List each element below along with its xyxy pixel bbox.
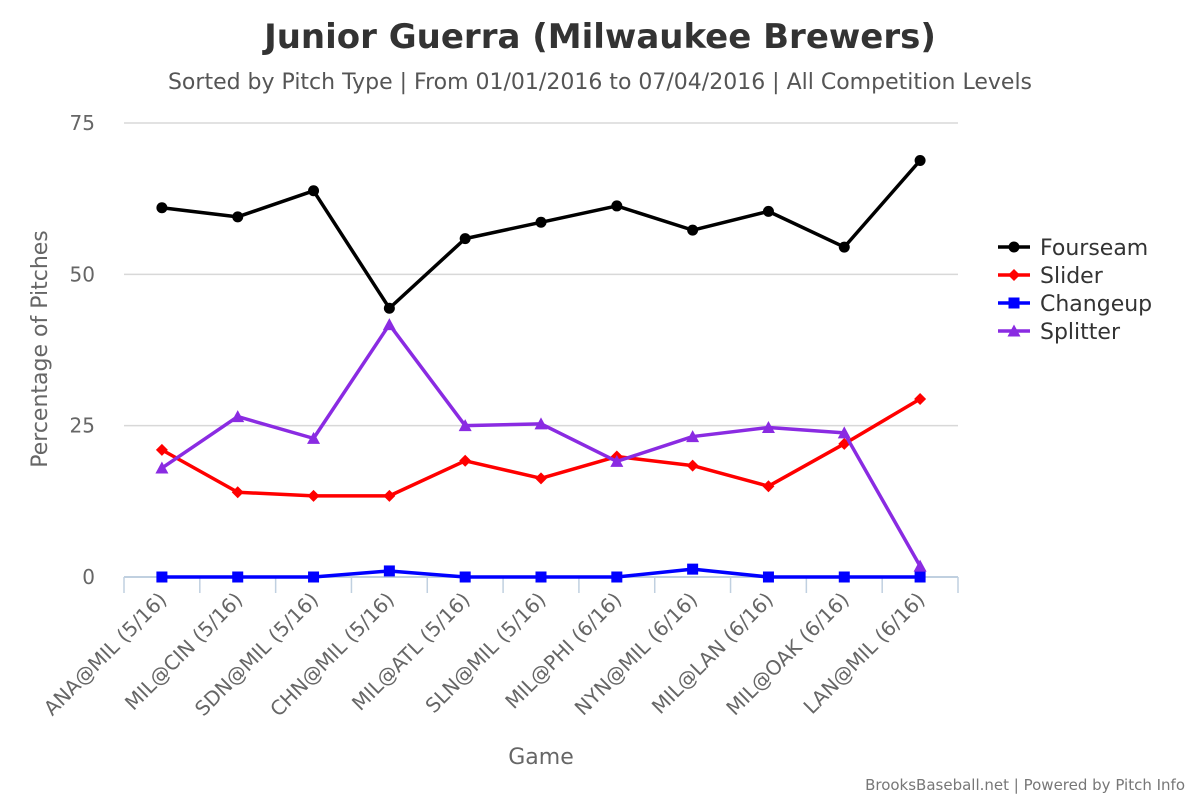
data-point-fourseam [611, 200, 623, 212]
data-point-changeup [838, 571, 850, 583]
y-axis-label: Percentage of Pitches [28, 230, 53, 468]
data-point-changeup [232, 571, 244, 583]
data-point-splitter [761, 420, 775, 433]
data-point-splitter [307, 431, 321, 444]
data-point-slider [155, 443, 168, 456]
legend-item-slider[interactable]: Slider [998, 264, 1104, 289]
data-point-fourseam [914, 155, 926, 167]
y-tick-label: 50 [70, 262, 95, 286]
data-point-splitter [913, 559, 927, 572]
x-axis-ticks: ANA@MIL (5/16)MIL@CIN (5/16)SDN@MIL (5/1… [39, 577, 959, 721]
data-point-fourseam [762, 205, 774, 217]
legend-label: Slider [1040, 264, 1104, 289]
legend-swatch-marker [1007, 324, 1021, 337]
data-point-slider [231, 486, 244, 499]
y-tick-label: 25 [70, 414, 95, 438]
series-changeup [156, 563, 926, 583]
plot-series [155, 155, 927, 583]
data-point-slider [459, 454, 472, 467]
data-point-fourseam [838, 241, 850, 253]
data-point-fourseam [156, 202, 168, 214]
y-tick-label: 75 [70, 111, 95, 135]
series-splitter [155, 318, 927, 572]
data-point-fourseam [383, 302, 395, 314]
data-point-slider [762, 480, 775, 493]
credits: BrooksBaseball.net | Powered by Pitch In… [865, 776, 1185, 794]
legend-swatch-marker [1008, 241, 1020, 253]
legend-item-changeup[interactable]: Changeup [998, 292, 1152, 317]
data-point-slider [383, 489, 396, 502]
data-point-slider [914, 393, 927, 406]
chart-subtitle: Sorted by Pitch Type | From 01/01/2016 t… [168, 70, 1032, 95]
x-axis-label: Game [508, 745, 574, 770]
data-point-splitter [155, 461, 169, 474]
data-point-splitter [231, 410, 245, 423]
legend-label: Fourseam [1040, 236, 1148, 261]
y-tick-label: 0 [82, 565, 95, 589]
legend-label: Splitter [1040, 320, 1121, 345]
data-point-splitter [837, 426, 851, 439]
legend: Fourseam Slider Changeup Splitter [998, 236, 1152, 345]
legend-swatch-marker [1008, 297, 1020, 309]
series-line-fourseam [161, 159, 922, 310]
legend-item-fourseam[interactable]: Fourseam [998, 236, 1148, 261]
x-tick-label: ANA@MIL (5/16) [39, 588, 172, 721]
data-point-fourseam [535, 216, 547, 228]
y-axis-ticks: 0 25 50 75 [70, 111, 95, 589]
data-point-fourseam [459, 233, 471, 245]
data-point-changeup [535, 571, 547, 583]
data-point-fourseam [687, 224, 699, 236]
data-point-splitter [686, 430, 700, 443]
legend-label: Changeup [1040, 292, 1152, 317]
legend-item-splitter[interactable]: Splitter [998, 320, 1121, 345]
data-point-slider [686, 459, 699, 472]
gridlines [124, 122, 958, 427]
data-point-changeup [762, 571, 774, 583]
data-point-changeup [156, 571, 168, 583]
chart-title: Junior Guerra (Milwaukee Brewers) [262, 17, 936, 57]
data-point-splitter [534, 417, 548, 430]
data-point-slider [535, 472, 547, 485]
data-point-changeup [611, 571, 623, 583]
series-slider [155, 393, 927, 502]
series-fourseam [156, 155, 926, 314]
data-point-changeup [687, 563, 699, 575]
data-point-splitter [458, 419, 472, 432]
data-point-changeup [308, 571, 320, 583]
data-point-changeup [383, 565, 395, 577]
series-line-splitter [160, 322, 922, 567]
data-point-slider [307, 489, 320, 502]
data-point-changeup [914, 571, 926, 583]
legend-swatch-marker [1008, 269, 1020, 281]
data-point-splitter [610, 454, 624, 467]
data-point-changeup [459, 571, 471, 583]
data-point-splitter [382, 318, 396, 331]
data-point-fourseam [232, 211, 244, 223]
data-point-fourseam [308, 185, 320, 197]
